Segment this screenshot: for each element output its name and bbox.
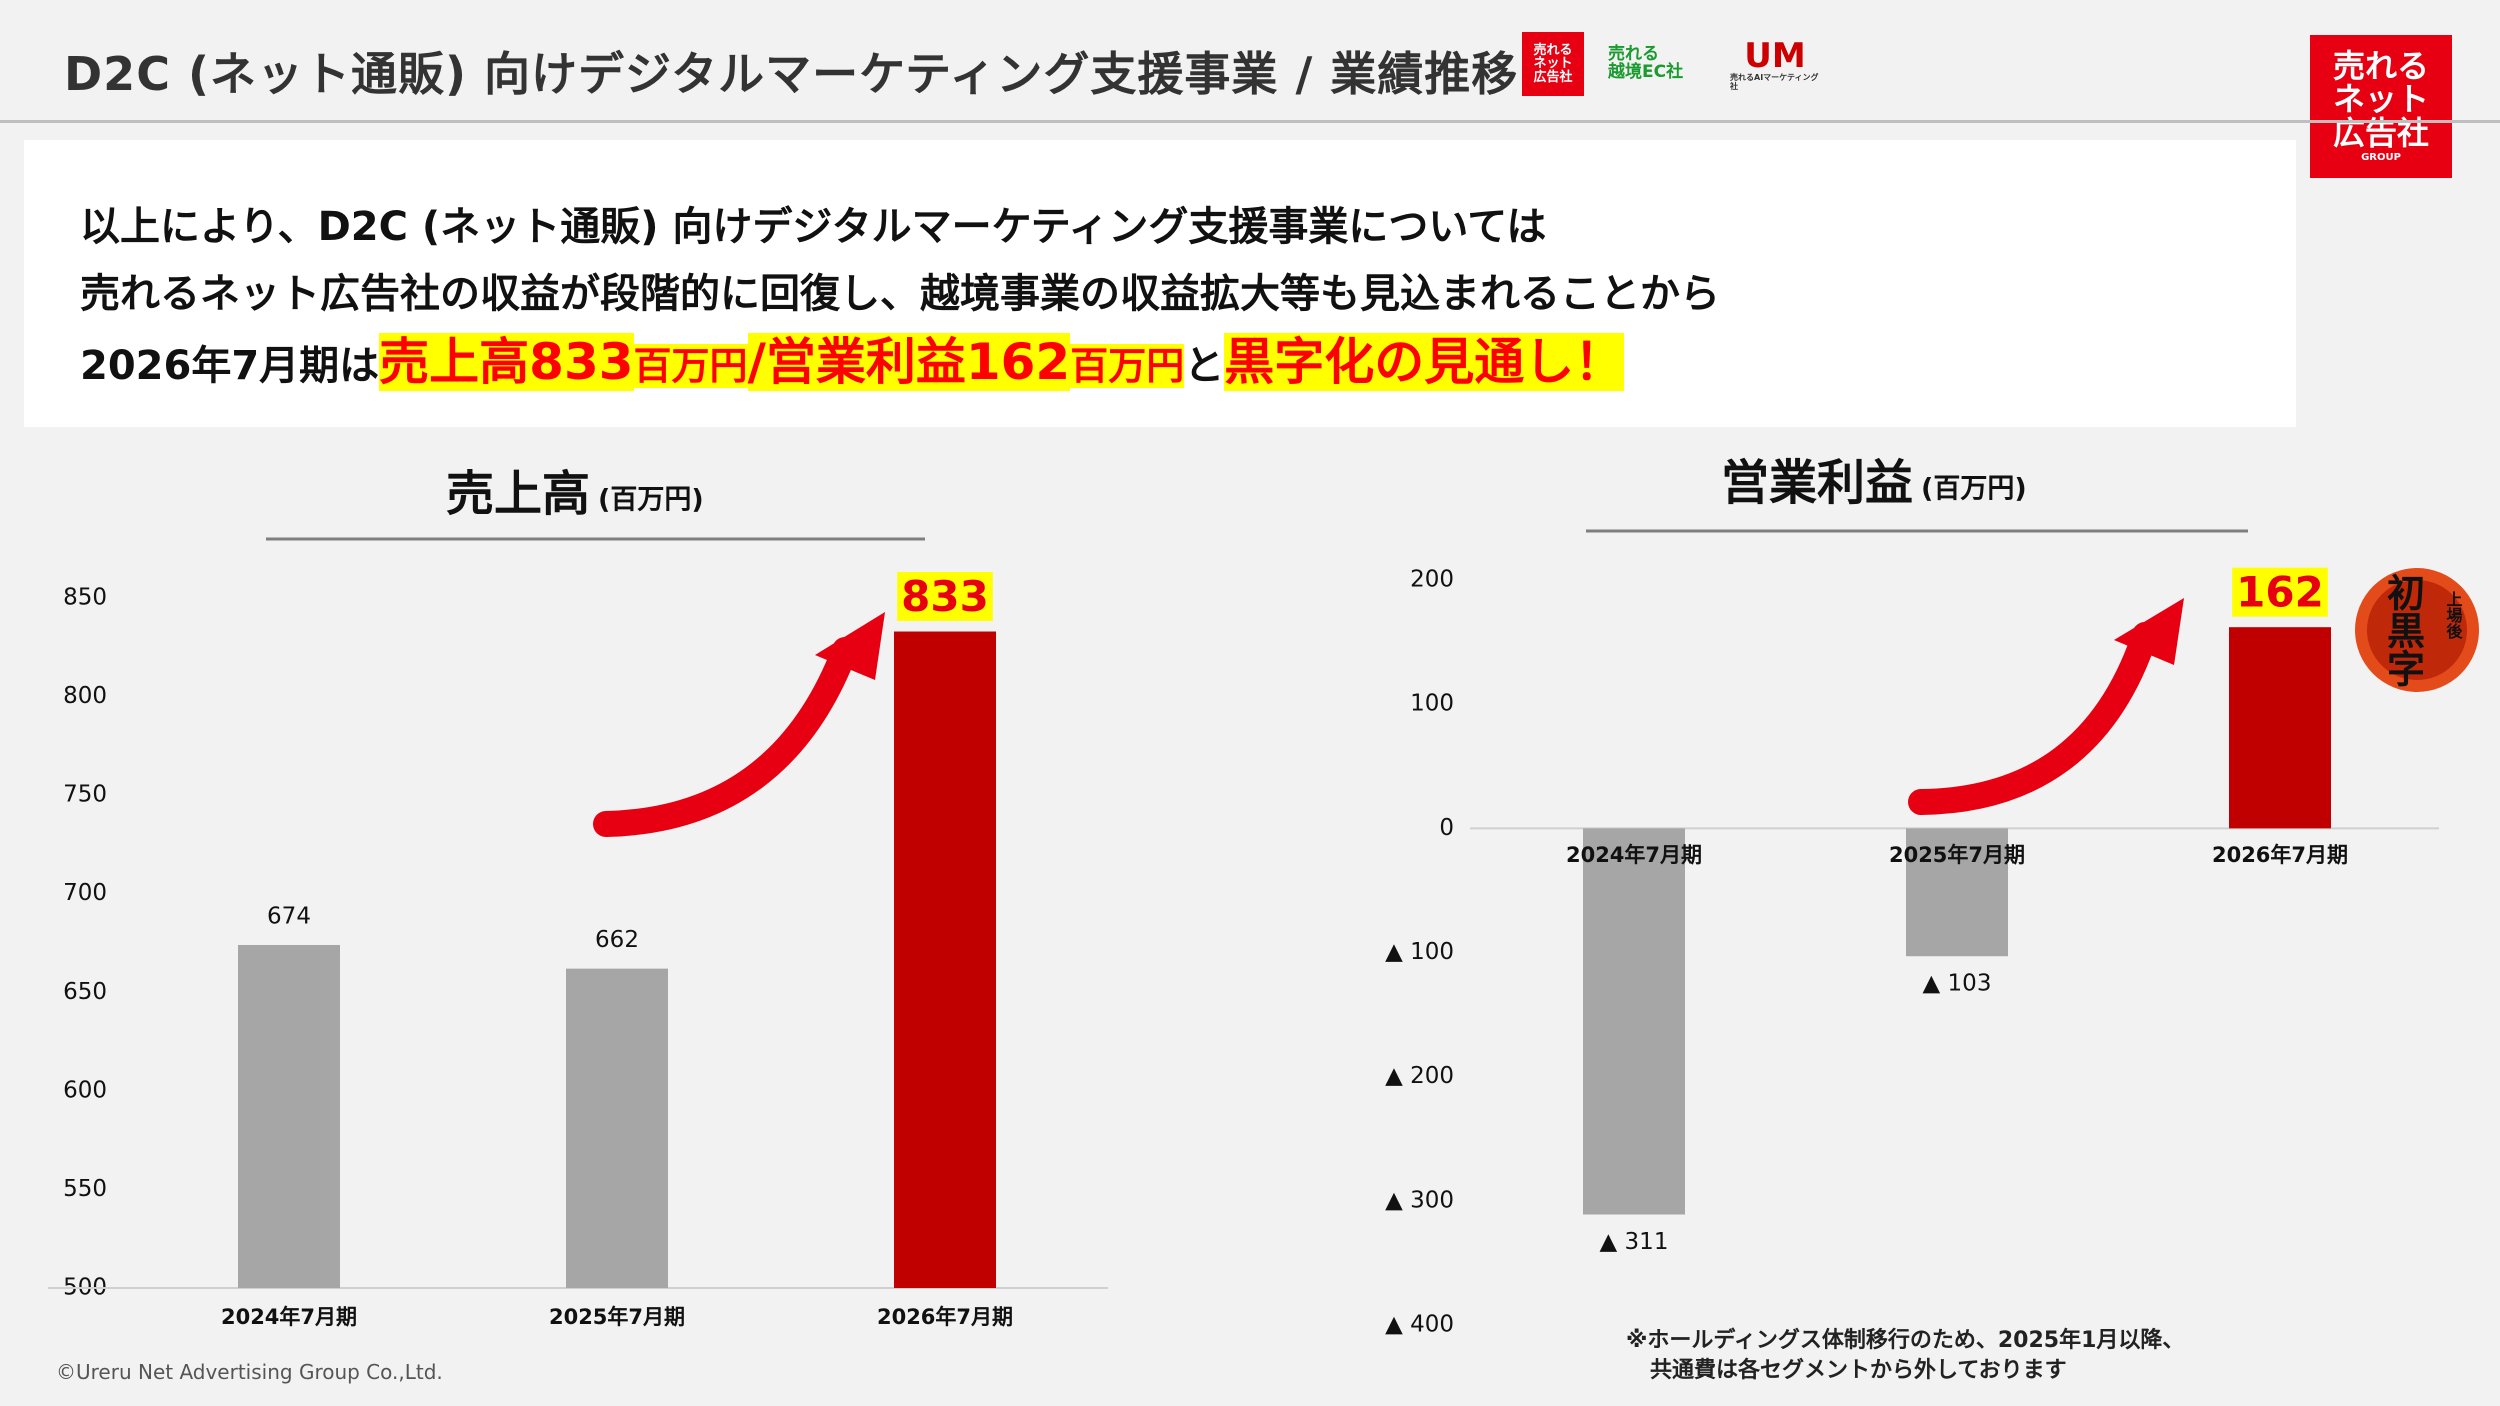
label-highlight (897, 572, 993, 622)
highlight: 百万円 (633, 344, 748, 388)
bar (238, 944, 340, 1288)
y-tick-label: 600 (63, 1077, 107, 1103)
footnote-line: ※ホールディングス体制移行のため、2025年1月以降、 (1626, 1328, 2185, 1353)
logo: 売れる 越境EC社 (1608, 40, 1708, 88)
divider (0, 120, 2500, 123)
x-tick-label: 2024年7月期 (1566, 843, 1702, 867)
logo-text: ネット (1533, 56, 1573, 72)
y-tick-label: ▲ 400 (1385, 1312, 1454, 1338)
value-label: 162 (2236, 568, 2324, 617)
summary-box: 以上により、D2C (ネット通販) 向けデジタルマーケティング支援事業については… (24, 140, 2296, 427)
highlight: /営業利益162 (747, 333, 1071, 391)
arrow (1908, 622, 2158, 815)
y-tick-label: 650 (63, 979, 107, 1005)
x-tick-label: 2025年7月期 (1889, 843, 2025, 867)
summary-line: 以上により、D2C (ネット通販) 向けデジタルマーケティング支援事業については (80, 204, 1547, 250)
summary-text: 2026年7月期は (80, 343, 380, 389)
summary-line: 2026年7月期は売上高833百万円/営業利益162百万円と黒字化の見通し！ (80, 322, 1625, 394)
logo-text: GROUP (2361, 151, 2401, 163)
x-tick-label: 2025年7月期 (549, 1305, 685, 1329)
value-label: 833 (901, 572, 989, 621)
label-highlight (2232, 567, 2328, 617)
logo-text: UM (1744, 35, 1806, 76)
x-tick-label: 2026年7月期 (2212, 843, 2348, 867)
logo-text: 売れる (1608, 44, 1659, 65)
badge-small: 上場後 (2444, 591, 2463, 640)
logo-text: 売れるAIマーケティング社 (1730, 73, 1819, 91)
footnote-line: 共通費は各セグメントから外しております (1650, 1358, 2067, 1383)
value-label: 674 (267, 903, 311, 929)
bar (1583, 828, 1685, 1215)
corner-logo: 売れる ネット 広告社 GROUP (2310, 35, 2452, 178)
bar (894, 631, 996, 1288)
footnote: ※ホールディングス体制移行のため、2025年1月以降、 共通費は各セグメントから… (1626, 1326, 2184, 1386)
highlight: 黒字化の見通し！ (1224, 333, 1625, 391)
chart-unit: (百万円) (1921, 474, 2027, 505)
bar (2229, 627, 2331, 829)
logo-text: 売れる (1533, 42, 1573, 58)
page-title: D2C (ネット通販) 向けデジタルマーケティング支援事業 / 業績推移 (64, 47, 1519, 101)
chart-unit: (百万円) (598, 485, 704, 516)
y-tick-label: 800 (63, 683, 107, 709)
logo-text: 広告社 (1533, 69, 1573, 85)
value-label: ▲ 103 (1923, 971, 1992, 997)
arrow-head (2114, 598, 2184, 665)
y-tick-label: 700 (63, 880, 107, 906)
y-tick-label: 850 (63, 585, 107, 611)
y-tick-label: 750 (63, 782, 107, 808)
logo-text: 売れる (2332, 46, 2429, 85)
summary-text: と (1184, 343, 1225, 389)
highlight: 百万円 (1070, 344, 1185, 388)
summary-line: 売れるネット広告社の収益が段階的に回復し、越境事業の収益拡大等も見込まれることか… (80, 271, 1720, 317)
y-tick-label: 200 (1410, 567, 1454, 593)
y-tick-label: ▲ 300 (1385, 1187, 1454, 1213)
logo: UM 売れるAIマーケティング社 (1730, 36, 1820, 94)
chart-title: 売上高 (446, 466, 590, 522)
arrow (593, 637, 858, 837)
badge-main: 初黒字 (2381, 573, 2425, 687)
y-tick-label: ▲ 100 (1385, 939, 1454, 965)
logo: 売れる ネット 広告社 (1522, 32, 1584, 96)
x-tick-label: 2026年7月期 (877, 1305, 1013, 1329)
value-label: ▲ 311 (1600, 1229, 1669, 1255)
bar (566, 968, 668, 1288)
logo-text: ネット (2332, 80, 2429, 119)
x-tick-label: 2024年7月期 (221, 1305, 357, 1329)
chart-title: 営業利益 (1721, 455, 1913, 511)
badge-inner (2367, 580, 2467, 680)
y-tick-label: 100 (1410, 691, 1454, 717)
copyright: ©Ureru Net Advertising Group Co.,Ltd. (56, 1360, 443, 1384)
y-tick-label: ▲ 200 (1385, 1063, 1454, 1089)
value-label: 662 (595, 927, 639, 953)
highlight: 売上高833 (379, 333, 634, 391)
bar (1906, 828, 2008, 957)
y-tick-label: 550 (63, 1176, 107, 1202)
logo-text: 越境EC社 (1608, 62, 1684, 82)
arrow-head (815, 612, 885, 680)
y-tick-label: 0 (1439, 815, 1454, 841)
